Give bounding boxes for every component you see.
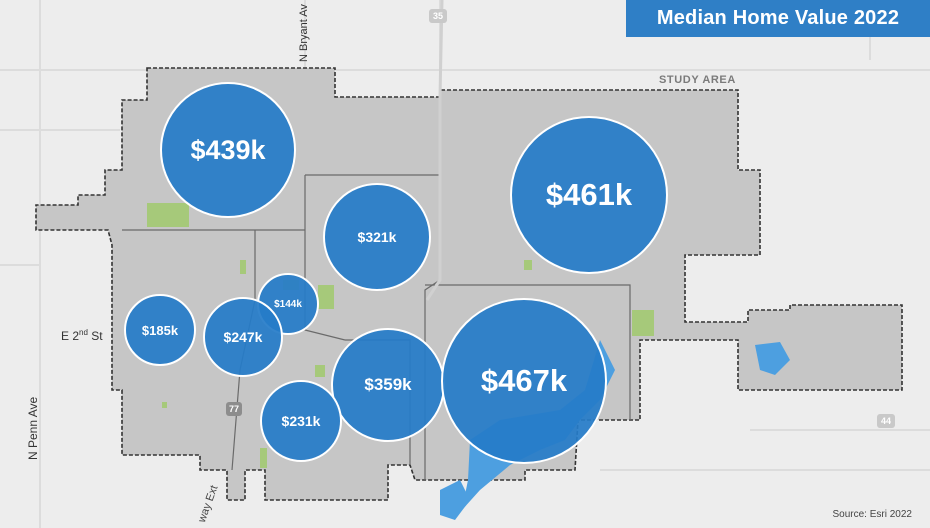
interstate-35 bbox=[425, 0, 444, 301]
interstate-44-shield: 44 bbox=[877, 414, 895, 428]
map-title: Median Home Value 2022 bbox=[626, 0, 930, 37]
value-bubble-west[interactable]: $185k bbox=[124, 294, 196, 366]
interstate-35-shield: 35 bbox=[429, 9, 447, 23]
study-area-label: STUDY AREA bbox=[659, 74, 736, 86]
pond-east bbox=[755, 342, 790, 375]
value-bubble-nw[interactable]: $439k bbox=[160, 82, 296, 218]
value-bubble-south[interactable]: $231k bbox=[260, 380, 342, 462]
value-bubble-ne[interactable]: $461k bbox=[510, 116, 668, 274]
value-bubble-downtown[interactable]: $247k bbox=[203, 297, 283, 377]
us-77-shield: 77 bbox=[226, 402, 242, 416]
value-bubble-south-center[interactable]: $359k bbox=[331, 328, 445, 442]
street-label-e-2nd: E 2nd St bbox=[61, 328, 103, 343]
value-bubble-se[interactable]: $467k bbox=[441, 298, 607, 464]
street-label-n-bryant: N Bryant Av bbox=[298, 4, 310, 62]
value-bubble-center-north[interactable]: $321k bbox=[323, 183, 431, 291]
lake-south bbox=[440, 480, 470, 520]
source-credit: Source: Esri 2022 bbox=[832, 509, 913, 520]
parks bbox=[147, 203, 654, 468]
street-label-n-penn: N Penn Ave bbox=[26, 396, 40, 460]
